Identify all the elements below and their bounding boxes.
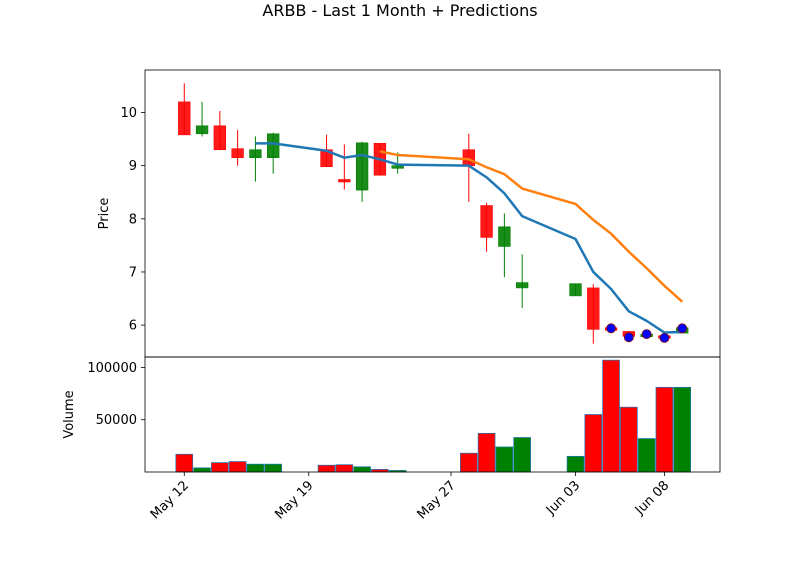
candle	[195, 101, 209, 137]
candle-body	[515, 282, 529, 289]
candle-body	[462, 149, 475, 166]
candle-body	[231, 148, 244, 158]
volume-bar	[513, 437, 531, 473]
prediction-marker	[623, 332, 634, 343]
candle	[178, 83, 191, 136]
volume-bar	[246, 463, 265, 473]
price-panel: 6 7 8 9 10 Price	[97, 69, 721, 358]
volume-bar	[477, 432, 496, 473]
x-tick-label: Jun 08	[632, 478, 672, 518]
x-axis: May 12 May 19 May 27 Jun 03 Jun 08	[148, 472, 672, 522]
candle-body	[195, 125, 209, 135]
price-ytick-label: 9	[129, 159, 137, 174]
volume-bar	[317, 464, 336, 473]
candle-body	[480, 205, 493, 238]
prediction-marker	[677, 323, 688, 334]
x-tick-label: May 27	[415, 478, 459, 522]
volume-panel: 50000 100000 Volume	[62, 356, 721, 473]
candle	[587, 284, 600, 344]
price-ytick-label: 10	[120, 106, 137, 121]
chart-title: ARBB - Last 1 Month + Predictions	[262, 1, 537, 20]
volume-bar	[264, 463, 282, 473]
x-tick-label: May 19	[272, 478, 316, 522]
volume-bar	[175, 453, 194, 473]
candle-body	[178, 101, 191, 136]
x-tick-label: May 12	[148, 478, 192, 522]
candle-body	[249, 149, 262, 158]
candle	[569, 283, 582, 297]
candle-body	[391, 165, 404, 169]
volume-bar	[620, 406, 638, 473]
volume-bar	[566, 455, 585, 473]
volume-ytick-label: 100000	[87, 361, 137, 376]
volume-bar	[495, 446, 514, 473]
prediction-marker	[606, 323, 616, 334]
volume-bar	[335, 464, 354, 473]
volume-bar	[637, 438, 656, 473]
volume-bar	[655, 386, 674, 473]
candle-body	[569, 283, 582, 297]
volume-ylabel: Volume	[62, 390, 77, 438]
candle	[267, 132, 280, 174]
series-line-2	[379, 150, 684, 303]
prediction-marker	[659, 332, 670, 343]
volume-frame	[144, 356, 721, 473]
candle	[231, 130, 244, 166]
price-ylabel: Price	[97, 198, 112, 230]
candle-body	[498, 226, 511, 247]
price-ytick-label: 6	[129, 319, 137, 334]
candle-body	[267, 133, 280, 158]
candle-body	[587, 287, 600, 330]
volume-bar	[673, 386, 692, 473]
volume-bar	[602, 359, 620, 473]
candle	[355, 141, 369, 202]
candle-body	[338, 179, 351, 183]
candle-body	[355, 142, 369, 191]
candle	[480, 202, 493, 252]
candle	[515, 254, 529, 309]
prediction-marker	[641, 329, 652, 340]
candle-body	[213, 125, 227, 151]
volume-ytick-label: 50000	[96, 413, 137, 428]
volume-bar	[584, 414, 603, 473]
volume-bar	[460, 452, 478, 473]
volume-bar	[211, 462, 229, 473]
price-ytick-label: 8	[129, 212, 137, 227]
series-line-1	[255, 142, 683, 334]
candle	[213, 110, 227, 151]
volume-bar	[228, 461, 247, 473]
candle	[249, 136, 262, 182]
volume-bar	[193, 467, 211, 473]
volume-bar	[353, 466, 371, 473]
price-ytick-label: 7	[129, 265, 137, 280]
x-tick-label: Jun 03	[543, 478, 583, 518]
candle	[498, 213, 511, 278]
candle	[338, 144, 351, 190]
